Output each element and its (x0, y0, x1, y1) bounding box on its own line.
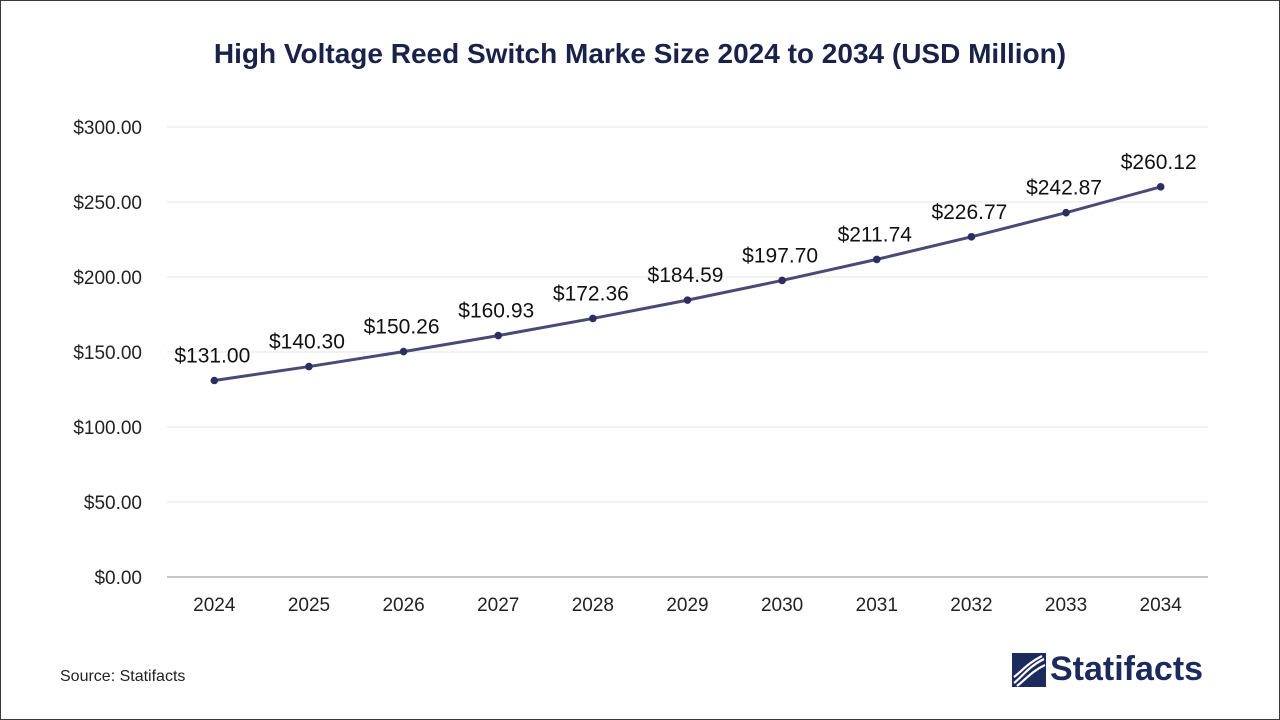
data-point (305, 362, 313, 371)
gridlines (167, 126, 1208, 503)
series (210, 183, 1165, 385)
y-tick-label: $200.00 (73, 268, 142, 289)
x-tick-label: 2034 (1140, 595, 1183, 616)
data-point (778, 276, 786, 285)
y-tick-label: $250.00 (73, 193, 142, 214)
x-tick-label: 2025 (288, 595, 330, 616)
y-tick-label: $0.00 (94, 568, 142, 589)
x-tick-label: 2030 (761, 595, 803, 616)
x-tick-label: 2032 (950, 595, 992, 616)
data-label: $131.00 (174, 345, 250, 368)
data-label: $140.30 (269, 331, 345, 354)
data-label: $172.36 (553, 282, 629, 305)
x-tick-label: 2024 (193, 595, 236, 616)
chart-title: High Voltage Reed Switch Marke Size 2024… (213, 38, 1067, 69)
y-tick-label: $50.00 (84, 493, 142, 514)
data-point (1156, 183, 1165, 191)
data-label: $160.93 (458, 300, 534, 323)
data-label: $260.12 (1121, 151, 1197, 174)
x-tick-label: 2029 (666, 595, 708, 616)
y-tick-label: $150.00 (73, 343, 142, 364)
data-label: $184.59 (648, 264, 724, 287)
x-axis: 2024 2025 2026 2027 2028 2029 2030 2031 2032 2033… (167, 576, 1208, 616)
data-point (589, 314, 597, 323)
source-note: Source: Statifacts (60, 668, 186, 685)
y-tick-label: $300.00 (73, 118, 142, 139)
x-tick-label: 2031 (856, 595, 898, 616)
data-label: $226.77 (931, 201, 1007, 224)
data-label: $242.87 (1026, 177, 1102, 200)
brand-name: Statifacts (1050, 650, 1204, 688)
data-point (872, 255, 881, 264)
data-point (494, 331, 503, 340)
x-tick-label: 2033 (1045, 595, 1087, 616)
brand-logo: Statifacts (1012, 650, 1203, 689)
data-point (210, 376, 219, 385)
y-tick-label: $100.00 (73, 418, 142, 439)
x-tick-label: 2028 (572, 595, 614, 616)
statifacts-logo-icon (1012, 652, 1046, 687)
data-label: $197.70 (742, 244, 818, 267)
data-label: $211.74 (838, 223, 913, 246)
x-tick-label: 2027 (477, 595, 519, 616)
data-point (967, 233, 976, 241)
x-tick-label: 2026 (382, 595, 424, 616)
data-point (683, 296, 692, 304)
y-axis: $0.00 $50.00 $100.00 $150.00 $200.00 $250.00 $… (73, 118, 142, 589)
data-point (1062, 208, 1070, 217)
data-labels: $131.00 $140.30 $150.26 $160.93 $172.36 $184.… (174, 151, 1196, 368)
data-label: $150.26 (364, 316, 440, 339)
data-point (399, 347, 408, 356)
